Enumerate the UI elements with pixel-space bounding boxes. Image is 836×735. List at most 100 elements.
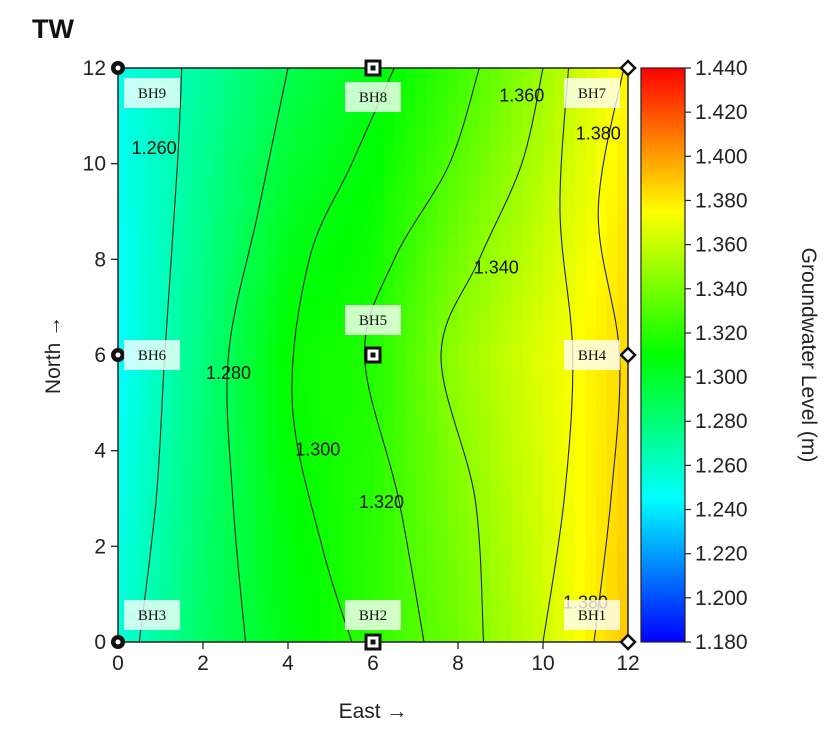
heat-cell <box>436 450 449 464</box>
heat-cell <box>362 259 374 273</box>
heat-cell <box>139 283 151 297</box>
heat-cell <box>500 630 512 642</box>
heat-cell <box>192 546 204 560</box>
x-axis-title: East → <box>339 700 408 723</box>
heat-cell <box>500 163 512 177</box>
heat-cell <box>118 211 130 225</box>
heat-cell <box>596 211 608 225</box>
heat-cell <box>543 259 555 273</box>
heat-cell <box>319 402 332 416</box>
heat-cell <box>288 355 300 368</box>
heat-cell <box>447 390 459 404</box>
heat-cell <box>383 402 396 416</box>
contour-label: 1.380 <box>576 124 621 144</box>
heat-cell <box>351 115 364 129</box>
heat-cell <box>234 618 247 631</box>
heat-cell <box>149 450 162 464</box>
heat-cell <box>309 211 321 225</box>
heat-cell <box>511 199 523 213</box>
heat-cell <box>149 151 162 165</box>
heat-cell <box>543 103 555 117</box>
heat-cell <box>319 223 332 237</box>
heat-cell <box>543 211 555 225</box>
heat-cell <box>149 235 162 249</box>
heat-cell <box>585 139 597 153</box>
heat-cell <box>330 402 342 416</box>
heat-cell <box>479 414 491 428</box>
heat-cell <box>447 630 459 642</box>
heat-cell <box>553 450 566 464</box>
heat-cell <box>277 175 289 189</box>
heat-cell <box>511 534 523 548</box>
heat-cell <box>362 414 374 428</box>
heat-cell <box>511 223 523 237</box>
heat-cell <box>447 199 459 213</box>
heat-cell <box>309 378 321 392</box>
heat-cell <box>245 151 257 165</box>
heat-cell <box>394 558 406 572</box>
heat-cell <box>234 187 247 201</box>
heat-cell <box>415 235 427 249</box>
heat-cell <box>288 486 300 500</box>
heat-cell <box>288 522 300 536</box>
heat-cell <box>532 355 544 368</box>
heat-cell <box>181 522 194 536</box>
heat-cell <box>160 295 172 308</box>
heat-cell <box>394 450 406 464</box>
heat-cell <box>436 199 449 213</box>
heat-cell <box>521 307 534 320</box>
heat-cell <box>426 343 438 356</box>
heat-cell <box>500 618 512 631</box>
heat-cell <box>181 331 194 344</box>
heat-cell <box>234 259 247 273</box>
heat-cell <box>436 103 449 117</box>
heat-cell <box>521 570 534 584</box>
heat-cell <box>266 235 279 249</box>
heat-cell <box>426 271 438 285</box>
heat-cell <box>521 450 534 464</box>
heat-cell <box>500 570 512 584</box>
heat-cell <box>426 307 438 320</box>
heat-cell <box>171 211 183 225</box>
heat-cell <box>564 127 576 141</box>
heat-cell <box>489 163 502 177</box>
contour-label: 1.260 <box>132 138 177 158</box>
heat-cell <box>479 223 491 237</box>
heat-cell <box>415 355 427 368</box>
heat-cell <box>118 331 130 344</box>
heat-cell <box>266 343 279 356</box>
heat-cell <box>383 163 396 177</box>
heat-cell <box>181 402 194 416</box>
heat-cell <box>479 366 491 380</box>
heat-cell <box>213 211 226 225</box>
heat-cell <box>489 199 502 213</box>
heat-cell <box>404 462 417 476</box>
heat-cell <box>351 474 364 488</box>
heat-cell <box>394 247 406 261</box>
heat-cell <box>288 91 300 105</box>
heat-cell <box>426 235 438 249</box>
heat-cell <box>330 582 342 595</box>
heat-cell <box>245 79 257 93</box>
heat-cell <box>224 175 236 189</box>
contour-label: 1.300 <box>295 439 340 459</box>
heat-cell <box>447 582 459 595</box>
heat-cell <box>234 247 247 261</box>
heat-cell <box>298 618 311 631</box>
heat-cell <box>606 319 619 332</box>
heat-cell <box>341 570 353 584</box>
heat-cell <box>521 271 534 285</box>
heat-cell <box>298 319 311 332</box>
heat-cell <box>596 366 608 380</box>
heat-cell <box>426 582 438 595</box>
heat-cell <box>468 319 481 332</box>
heat-cell <box>415 426 427 440</box>
heat-cell <box>351 390 364 404</box>
heat-cell <box>309 79 321 93</box>
heat-cell <box>596 259 608 273</box>
heat-cell <box>564 450 576 464</box>
heat-cell <box>426 450 438 464</box>
heat-cell <box>383 558 396 572</box>
heat-cell <box>139 630 151 642</box>
heat-cell <box>234 402 247 416</box>
